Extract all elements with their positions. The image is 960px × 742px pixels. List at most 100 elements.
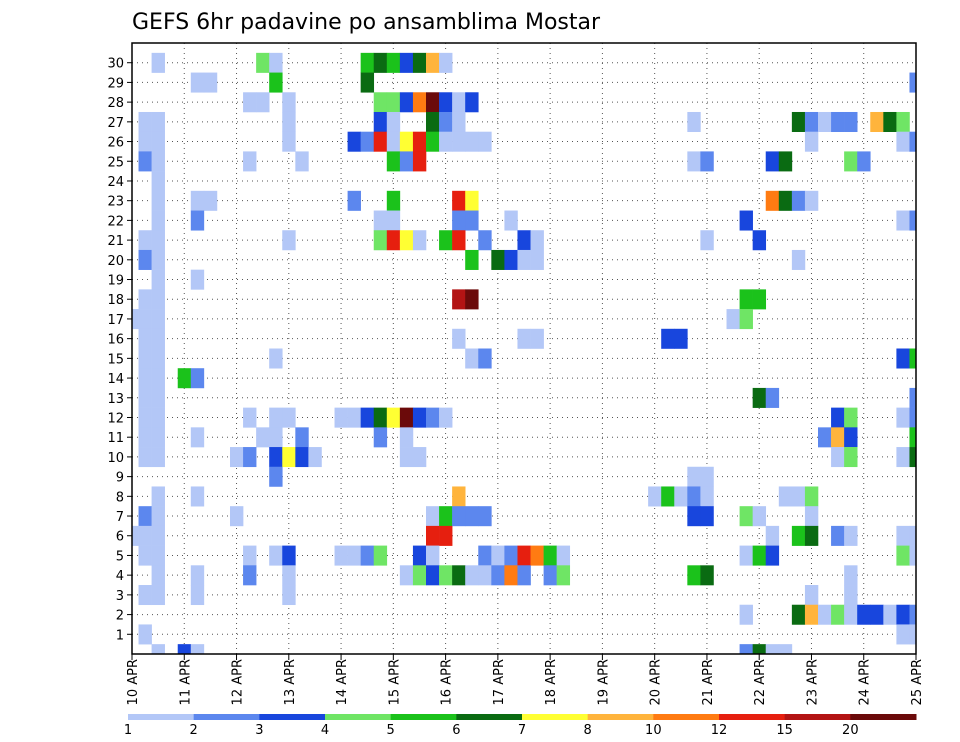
precip-cell — [478, 545, 492, 566]
precip-cell — [151, 447, 165, 468]
x-tick-label: 17 APR — [492, 659, 507, 705]
precip-cell — [399, 151, 414, 172]
x-tick-label: 20 APR — [649, 659, 664, 705]
precip-cell — [844, 151, 858, 172]
precip-cell — [465, 565, 479, 586]
y-tick-label: 15 — [107, 352, 124, 367]
precip-cell — [857, 604, 871, 625]
colorbar-swatch — [193, 714, 260, 720]
precip-cell — [687, 565, 701, 586]
x-tick-label: 13 APR — [283, 659, 298, 705]
precip-cell — [373, 210, 388, 231]
y-tick-label: 24 — [107, 175, 124, 190]
precip-cell — [909, 447, 917, 468]
precip-cell — [700, 151, 714, 172]
colorbar-label: 3 — [255, 723, 263, 738]
precip-cell — [282, 585, 296, 606]
precip-cell — [504, 545, 518, 566]
precip-cell — [465, 131, 479, 152]
precip-cell — [700, 565, 714, 586]
precip-cell — [243, 565, 257, 586]
precip-cell — [452, 111, 466, 132]
precip-cell — [687, 111, 701, 132]
precip-cell — [386, 190, 401, 211]
precip-cell — [138, 111, 152, 132]
precip-cell — [151, 427, 165, 448]
y-axis-ticks: 1234567891011121314151617181920212223242… — [107, 57, 132, 643]
precip-cell — [909, 545, 917, 566]
precip-cell — [426, 545, 440, 566]
precip-cell — [360, 52, 375, 73]
precip-cell — [151, 289, 165, 310]
precip-cell — [151, 585, 165, 606]
x-tick-label: 24 APR — [858, 659, 873, 705]
colorbar-swatch — [784, 714, 851, 720]
precip-cell — [765, 545, 780, 566]
precip-cell — [778, 151, 793, 172]
precip-cell — [896, 624, 910, 645]
precip-cell — [282, 447, 296, 468]
y-tick-label: 17 — [107, 313, 124, 328]
precip-cell — [791, 486, 806, 507]
precip-cell — [465, 506, 479, 527]
y-tick-label: 19 — [107, 274, 124, 289]
precip-cell — [282, 131, 296, 152]
precip-cell — [426, 92, 440, 113]
precip-cell — [412, 131, 427, 152]
precip-cell — [230, 506, 244, 527]
precip-cell — [896, 604, 910, 625]
precip-cell — [295, 427, 309, 448]
precip-cell — [752, 289, 767, 310]
colorbar-label: 5 — [387, 723, 395, 738]
precip-cell — [334, 407, 348, 428]
y-tick-label: 9 — [116, 471, 124, 486]
precip-cell — [386, 151, 401, 172]
precip-cell — [517, 545, 531, 566]
precip-cell — [543, 565, 557, 586]
chart-title: GEFS 6hr padavine po ansamblima Mostar — [132, 10, 601, 35]
precip-cell — [334, 545, 348, 566]
precip-cell — [282, 230, 296, 251]
precip-cell — [439, 525, 453, 546]
colorbar-swatch — [456, 714, 523, 720]
precip-cell — [243, 92, 257, 113]
x-tick-label: 19 APR — [596, 659, 611, 705]
y-tick-label: 3 — [116, 589, 124, 604]
precip-cell — [909, 72, 917, 93]
precip-cell — [804, 604, 819, 625]
colorbar: 1 2 3 4 5 6 7 8 10 12 15 20 — [124, 714, 917, 738]
precip-cell — [765, 190, 780, 211]
precip-cell — [844, 525, 858, 546]
precip-cell — [818, 111, 832, 132]
precip-cell — [778, 486, 793, 507]
y-tick-label: 13 — [107, 392, 124, 407]
precip-cell — [269, 348, 283, 369]
precip-cell — [765, 525, 780, 546]
precip-cell — [386, 131, 401, 152]
precip-cell — [190, 565, 205, 586]
precip-cell — [831, 427, 845, 448]
precip-cell — [151, 111, 165, 132]
colorbar-swatch — [325, 714, 392, 720]
precip-cell — [412, 151, 427, 172]
precip-cell — [373, 407, 388, 428]
precip-cell — [896, 348, 910, 369]
precip-cell — [452, 230, 466, 251]
precip-cell — [556, 545, 571, 566]
precip-cell — [426, 131, 440, 152]
precip-cell — [491, 545, 505, 566]
precip-cell — [269, 545, 283, 566]
precip-cell — [765, 644, 780, 655]
precip-cell — [295, 151, 309, 172]
precip-cell — [151, 407, 165, 428]
precip-cell — [269, 72, 283, 93]
precip-cell — [909, 131, 917, 152]
precip-cell — [452, 565, 466, 586]
precip-cell — [752, 545, 767, 566]
precip-cell — [138, 506, 152, 527]
precip-cell — [282, 545, 296, 566]
y-tick-label: 20 — [107, 254, 124, 269]
precip-cell — [465, 289, 479, 310]
precip-cell — [360, 131, 375, 152]
precip-cell — [132, 309, 139, 330]
